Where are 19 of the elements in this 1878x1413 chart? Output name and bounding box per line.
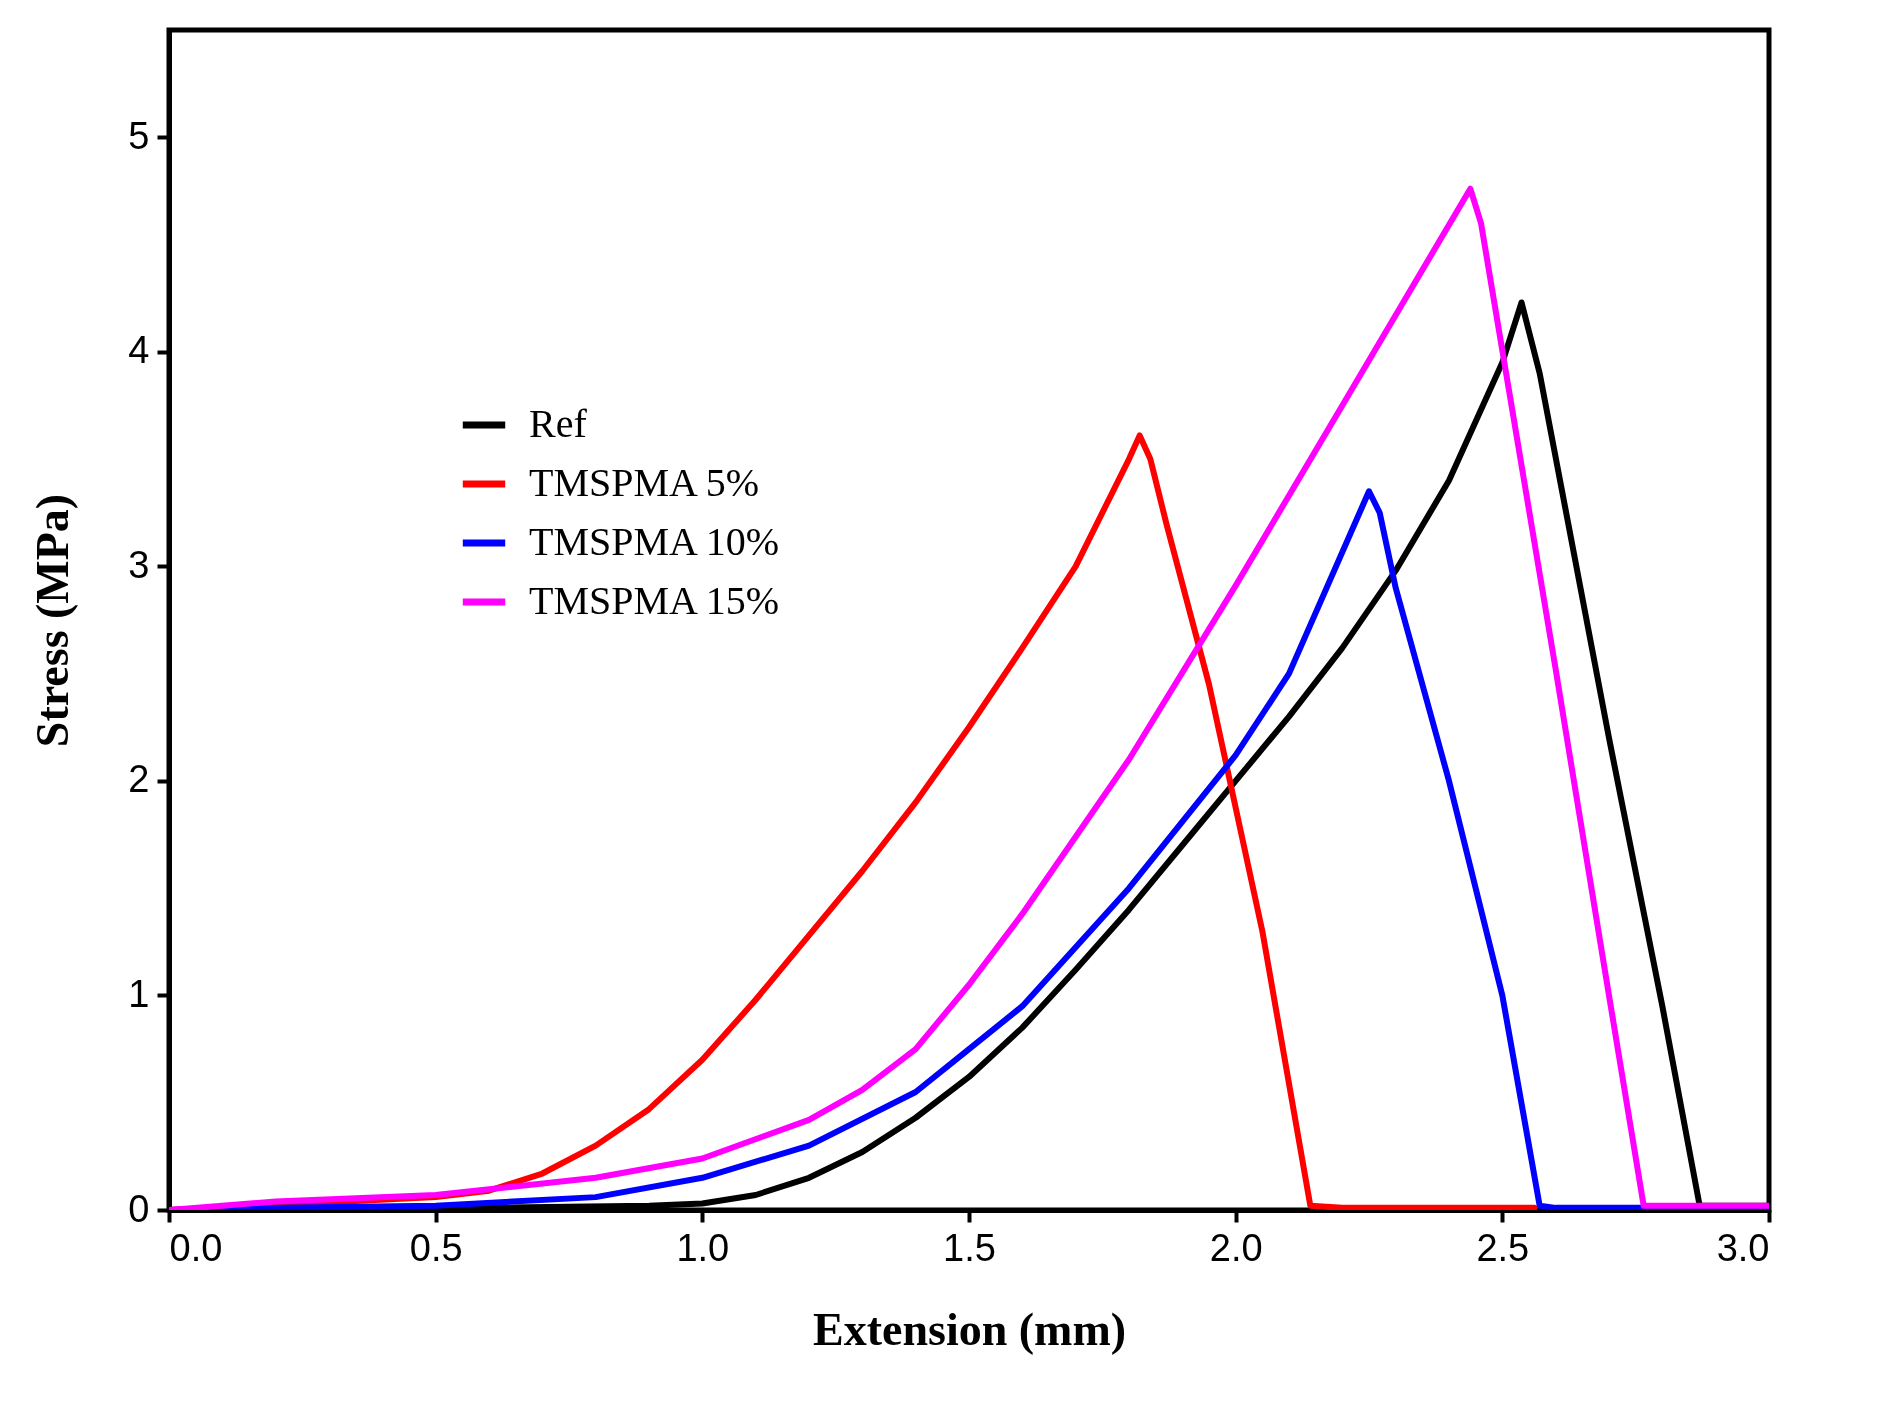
x-tick-label: 2.0 [1209, 1226, 1263, 1269]
x-axis-title: Extension (mm) [812, 1303, 1127, 1355]
legend-label: TMSPMA 15% [529, 578, 780, 623]
y-tick-label: 5 [128, 114, 150, 157]
x-tick-label: 3.0 [1716, 1226, 1770, 1269]
legend-label: TMSPMA 5% [529, 460, 760, 505]
legend-label: Ref [529, 401, 588, 446]
x-tick-label: 0.0 [169, 1226, 223, 1269]
y-axis-title: Stress (MPa) [27, 493, 79, 748]
y-tick-label: 3 [128, 543, 150, 586]
y-tick-label: 1 [128, 972, 150, 1015]
x-tick-label: 0.5 [409, 1226, 463, 1269]
y-tick-label: 2 [128, 758, 150, 801]
y-tick-label: 0 [128, 1187, 150, 1230]
y-tick-label: 4 [128, 329, 150, 372]
x-tick-label: 1.5 [943, 1226, 996, 1269]
legend-label: TMSPMA 10% [529, 519, 780, 564]
x-tick-label: 1.0 [676, 1226, 730, 1269]
x-tick-label: 2.5 [1476, 1226, 1530, 1269]
